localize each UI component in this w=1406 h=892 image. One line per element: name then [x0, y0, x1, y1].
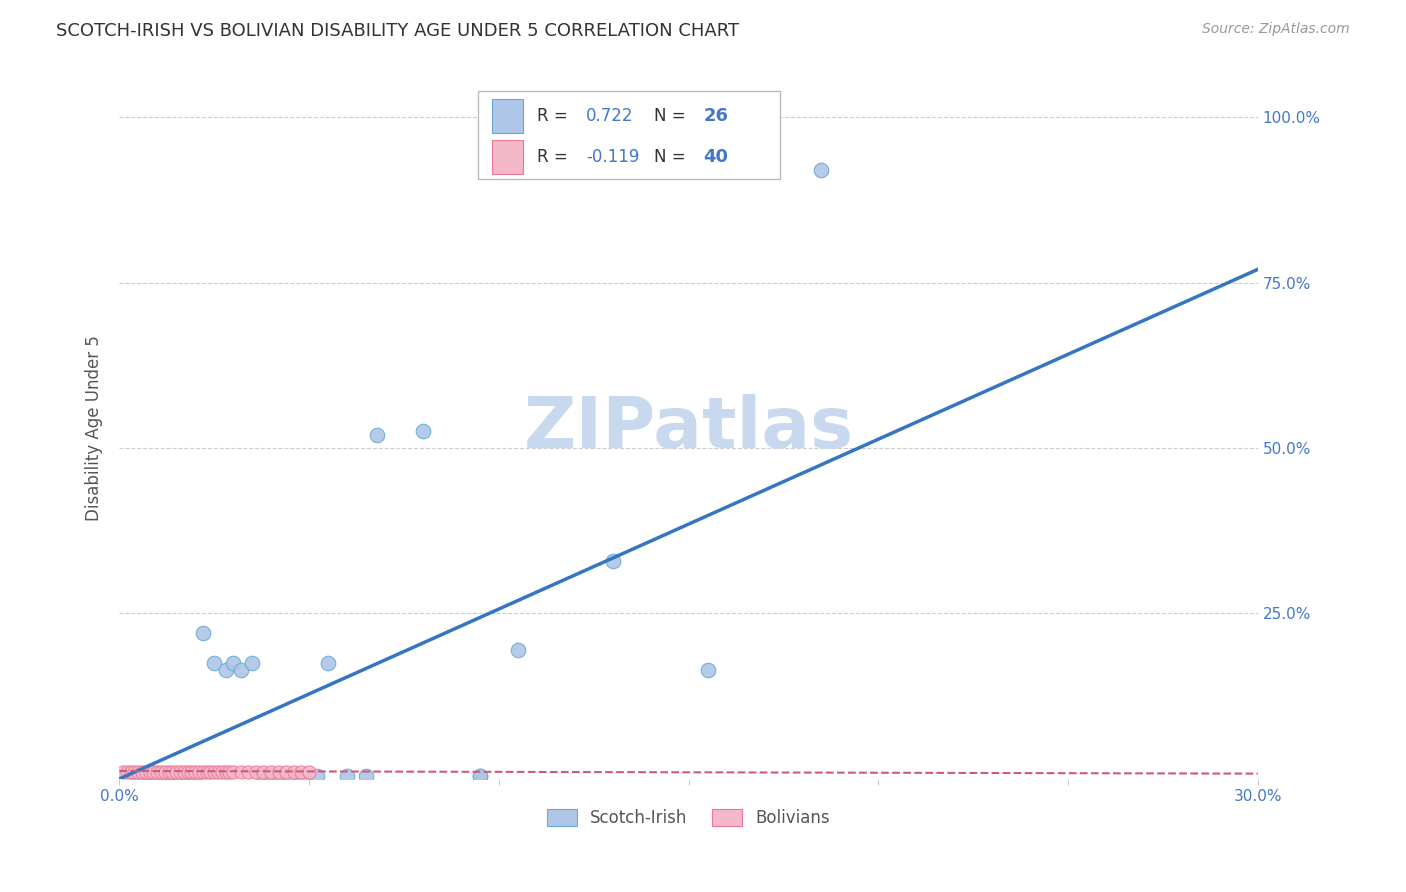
- Point: [276, 765, 298, 780]
- Point: [202, 656, 225, 670]
- Point: [222, 765, 245, 780]
- Point: [218, 765, 240, 780]
- Point: [696, 663, 718, 677]
- Point: [468, 769, 491, 783]
- Point: [169, 765, 191, 780]
- FancyBboxPatch shape: [478, 92, 780, 179]
- Text: N =: N =: [654, 107, 692, 125]
- Point: [124, 765, 146, 780]
- Point: [229, 765, 252, 780]
- Point: [214, 765, 236, 780]
- Point: [120, 765, 142, 780]
- Legend: Scotch-Irish, Bolivians: Scotch-Irish, Bolivians: [540, 802, 837, 834]
- Point: [278, 769, 301, 783]
- Point: [191, 765, 214, 780]
- Point: [176, 765, 198, 780]
- Point: [354, 769, 377, 783]
- Point: [290, 769, 312, 783]
- Point: [188, 765, 211, 780]
- Point: [468, 769, 491, 783]
- Point: [162, 769, 184, 783]
- Point: [316, 656, 339, 670]
- Point: [153, 769, 176, 783]
- FancyBboxPatch shape: [492, 99, 523, 133]
- Text: ZIPatlas: ZIPatlas: [523, 393, 853, 463]
- Point: [195, 765, 218, 780]
- Point: [267, 765, 290, 780]
- Point: [305, 769, 328, 783]
- Point: [180, 765, 202, 780]
- Point: [131, 765, 153, 780]
- Point: [169, 769, 191, 783]
- Point: [207, 765, 229, 780]
- Point: [162, 765, 184, 780]
- Point: [260, 765, 283, 780]
- Point: [153, 765, 176, 780]
- Text: Source: ZipAtlas.com: Source: ZipAtlas.com: [1202, 22, 1350, 37]
- Point: [602, 553, 624, 567]
- Point: [202, 765, 225, 780]
- Point: [115, 765, 138, 780]
- Point: [176, 769, 198, 783]
- Point: [214, 663, 236, 677]
- Text: -0.119: -0.119: [586, 148, 640, 166]
- Point: [336, 769, 359, 783]
- Point: [142, 765, 165, 780]
- FancyBboxPatch shape: [492, 140, 523, 174]
- Y-axis label: Disability Age Under 5: Disability Age Under 5: [86, 335, 103, 521]
- Point: [165, 765, 187, 780]
- Text: 26: 26: [703, 107, 728, 125]
- Text: 40: 40: [703, 148, 728, 166]
- Point: [135, 765, 157, 780]
- Point: [146, 765, 169, 780]
- Point: [366, 427, 388, 442]
- Point: [810, 163, 832, 178]
- Point: [127, 765, 149, 780]
- Text: 0.722: 0.722: [586, 107, 634, 125]
- Point: [506, 643, 529, 657]
- Point: [267, 769, 290, 783]
- Point: [245, 765, 267, 780]
- Text: N =: N =: [654, 148, 692, 166]
- Point: [240, 656, 263, 670]
- Point: [211, 765, 233, 780]
- Point: [229, 663, 252, 677]
- Point: [150, 765, 173, 780]
- Point: [252, 769, 274, 783]
- Point: [157, 765, 180, 780]
- Point: [260, 769, 283, 783]
- Point: [112, 765, 135, 780]
- Point: [173, 765, 195, 780]
- Point: [412, 425, 434, 439]
- Point: [290, 765, 312, 780]
- Point: [200, 765, 222, 780]
- Point: [252, 765, 274, 780]
- Point: [298, 765, 321, 780]
- Point: [184, 765, 207, 780]
- Text: R =: R =: [537, 148, 574, 166]
- Point: [146, 769, 169, 783]
- Text: R =: R =: [537, 107, 574, 125]
- Point: [127, 769, 149, 783]
- Text: SCOTCH-IRISH VS BOLIVIAN DISABILITY AGE UNDER 5 CORRELATION CHART: SCOTCH-IRISH VS BOLIVIAN DISABILITY AGE …: [56, 22, 740, 40]
- Point: [283, 765, 305, 780]
- Point: [222, 656, 245, 670]
- Point: [184, 769, 207, 783]
- Point: [191, 626, 214, 640]
- Point: [138, 769, 160, 783]
- Point: [138, 765, 160, 780]
- Point: [238, 765, 260, 780]
